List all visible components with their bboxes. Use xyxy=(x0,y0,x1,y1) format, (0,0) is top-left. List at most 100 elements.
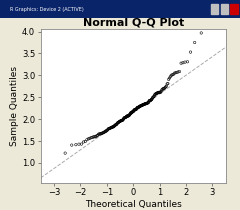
Point xyxy=(111,125,115,129)
Point xyxy=(150,98,153,101)
Point xyxy=(98,132,102,136)
Point xyxy=(131,110,135,113)
Point xyxy=(85,138,89,141)
Point xyxy=(103,130,107,133)
Point xyxy=(181,61,185,64)
Point xyxy=(120,119,124,122)
Point xyxy=(152,95,156,98)
Point xyxy=(146,101,150,104)
Point xyxy=(161,87,165,90)
Point xyxy=(97,132,101,136)
Point xyxy=(151,96,155,99)
Point xyxy=(129,111,133,114)
Point xyxy=(113,124,116,127)
Point xyxy=(154,92,158,95)
Point xyxy=(149,98,153,102)
Point xyxy=(94,135,98,138)
Point xyxy=(164,85,168,88)
Point xyxy=(122,117,126,120)
Point xyxy=(95,134,99,137)
Point xyxy=(146,101,150,105)
Point xyxy=(86,137,90,140)
Point xyxy=(92,135,96,138)
Point xyxy=(176,70,180,74)
Point xyxy=(140,103,144,106)
Point xyxy=(109,126,113,129)
Point xyxy=(127,113,131,117)
Point xyxy=(112,125,116,128)
Point xyxy=(158,91,162,94)
Point xyxy=(121,118,125,122)
Point xyxy=(88,137,92,140)
Point xyxy=(113,123,117,127)
Text: R Graphics: Device 2 (ACTIVE): R Graphics: Device 2 (ACTIVE) xyxy=(10,7,83,12)
Point xyxy=(82,140,85,144)
Point xyxy=(134,108,138,111)
Bar xyxy=(221,4,228,14)
Point xyxy=(152,95,156,98)
Point xyxy=(186,60,189,63)
Bar xyxy=(230,4,238,14)
Point xyxy=(166,82,170,85)
Point xyxy=(132,109,136,113)
Point xyxy=(114,123,118,127)
Point xyxy=(151,96,155,99)
Point xyxy=(156,91,159,95)
Title: Normal Q-Q Plot: Normal Q-Q Plot xyxy=(83,17,184,27)
Point xyxy=(117,120,121,124)
Point xyxy=(139,104,143,107)
Point xyxy=(132,108,136,112)
Point xyxy=(121,118,125,121)
Point xyxy=(100,132,103,135)
Point xyxy=(105,128,109,132)
Point xyxy=(79,142,83,146)
Point xyxy=(126,114,130,118)
Point xyxy=(128,112,132,116)
Point xyxy=(141,103,145,106)
Point xyxy=(116,121,120,124)
Point xyxy=(133,108,137,111)
Point xyxy=(126,114,130,118)
Point xyxy=(105,129,109,132)
Point xyxy=(142,103,146,106)
Point xyxy=(117,120,121,123)
Point xyxy=(163,86,167,89)
Point xyxy=(104,129,108,133)
Point xyxy=(100,132,104,135)
Point xyxy=(178,70,181,73)
Point xyxy=(129,111,133,114)
Point xyxy=(148,99,152,102)
Point xyxy=(148,99,151,102)
Point xyxy=(156,91,160,94)
Point xyxy=(127,114,131,117)
Point xyxy=(183,60,187,64)
Point xyxy=(146,101,150,104)
Point xyxy=(63,151,67,155)
Point xyxy=(102,131,105,134)
Point xyxy=(118,119,122,123)
Point xyxy=(193,41,197,44)
Point xyxy=(156,91,160,94)
Point xyxy=(158,91,162,94)
Point xyxy=(168,76,171,80)
Point xyxy=(128,112,132,115)
Point xyxy=(123,116,127,119)
X-axis label: Theoretical Quantiles: Theoretical Quantiles xyxy=(85,200,182,209)
Point xyxy=(140,104,144,107)
Point xyxy=(159,90,163,93)
Point xyxy=(107,127,111,130)
Point xyxy=(159,91,162,94)
Point xyxy=(150,96,154,100)
Point xyxy=(125,114,129,118)
Point xyxy=(107,127,110,130)
Point xyxy=(138,105,142,108)
Point xyxy=(104,130,108,133)
Point xyxy=(99,132,103,135)
Point xyxy=(128,113,132,116)
Point xyxy=(119,119,123,122)
Point xyxy=(189,50,192,54)
Point xyxy=(121,117,125,121)
Point xyxy=(136,106,140,109)
Point xyxy=(114,123,118,126)
Point xyxy=(127,114,131,117)
